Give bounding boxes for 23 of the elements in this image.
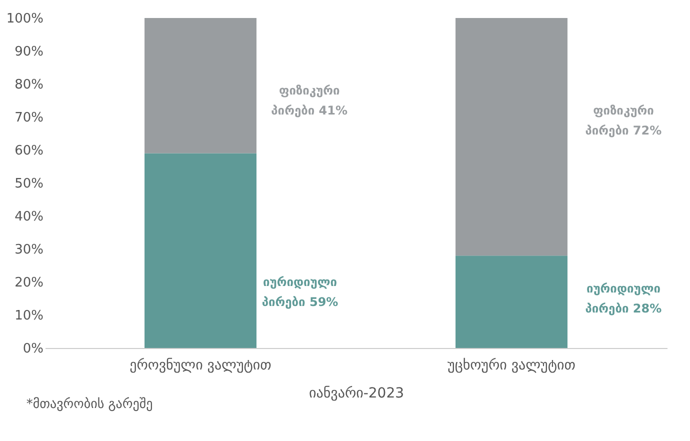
y-tick-label: 60%	[14, 144, 44, 158]
text: *მთავრობის გარეშე	[26, 397, 153, 412]
y-tick-label: 70%	[14, 110, 44, 126]
annotation: ფიზიკური პირები 41%	[271, 84, 348, 118]
y-tick-label: 20%	[14, 276, 44, 290]
y-tick-label: 90%	[14, 44, 44, 60]
bar	[144, 18, 256, 154]
y-tick-label: 30%	[14, 242, 44, 258]
y-tick-label: 80%	[14, 78, 44, 92]
y-tick-label: 50%	[14, 176, 44, 192]
annotation: იურიდიული პირები 28%	[585, 282, 662, 316]
annotation: ფიზიკური პირები 72%	[585, 103, 662, 138]
y-tick-label: 40%	[14, 210, 44, 224]
bar	[456, 256, 568, 348]
x-tick-label: ეროვნული ვალუტით	[130, 358, 272, 374]
bar	[144, 153, 256, 348]
annotation: იურიდიული პირები 59%	[262, 275, 338, 309]
bar	[456, 18, 568, 256]
x-tick-label: უცხოური ვალუტით	[448, 358, 576, 374]
y-tick-label: 100%	[6, 12, 44, 26]
x-axis-title: იანვარი-2023	[308, 386, 404, 402]
y-tick-label: 0%	[22, 342, 44, 356]
y-tick-label: 10%	[14, 308, 44, 324]
